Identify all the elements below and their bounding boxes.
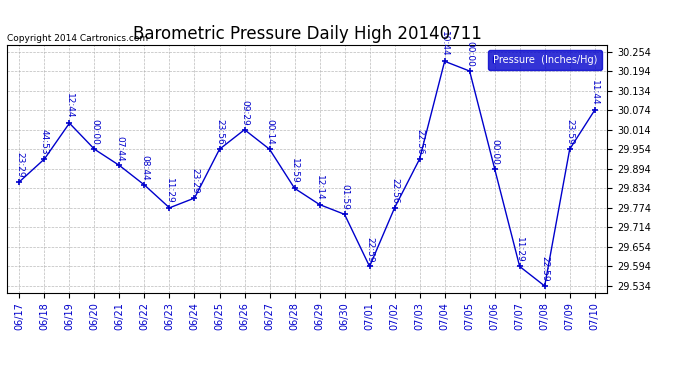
Title: Barometric Pressure Daily High 20140711: Barometric Pressure Daily High 20140711 [132, 26, 482, 44]
Text: 12:14: 12:14 [315, 175, 324, 200]
Text: Copyright 2014 Cartronics.com: Copyright 2014 Cartronics.com [7, 33, 148, 42]
Text: 10:44: 10:44 [440, 32, 449, 57]
Text: 11:29: 11:29 [165, 178, 174, 204]
Text: 12:44: 12:44 [65, 93, 74, 119]
Text: 22:56: 22:56 [390, 178, 399, 204]
Text: 23:29: 23:29 [190, 168, 199, 194]
Text: 22:59: 22:59 [540, 256, 549, 282]
Text: 23:29: 23:29 [15, 152, 24, 178]
Text: 00:00: 00:00 [90, 119, 99, 145]
Text: 23:59: 23:59 [565, 119, 574, 145]
Text: 12:59: 12:59 [290, 158, 299, 184]
Text: 11:44: 11:44 [590, 80, 599, 106]
Text: 00:00: 00:00 [465, 41, 474, 67]
Text: 07:44: 07:44 [115, 136, 124, 161]
Text: 09:29: 09:29 [240, 100, 249, 126]
Text: 23:56: 23:56 [215, 119, 224, 145]
Text: 08:44: 08:44 [140, 155, 149, 181]
Text: 22:59: 22:59 [365, 237, 374, 262]
Text: 00:00: 00:00 [490, 139, 499, 165]
Text: 01:59: 01:59 [340, 184, 349, 210]
Text: 44:53: 44:53 [40, 129, 49, 155]
Text: 00:14: 00:14 [265, 119, 274, 145]
Text: 22:56: 22:56 [415, 129, 424, 155]
Text: 11:29: 11:29 [515, 237, 524, 262]
Legend: Pressure  (Inches/Hg): Pressure (Inches/Hg) [489, 50, 602, 70]
